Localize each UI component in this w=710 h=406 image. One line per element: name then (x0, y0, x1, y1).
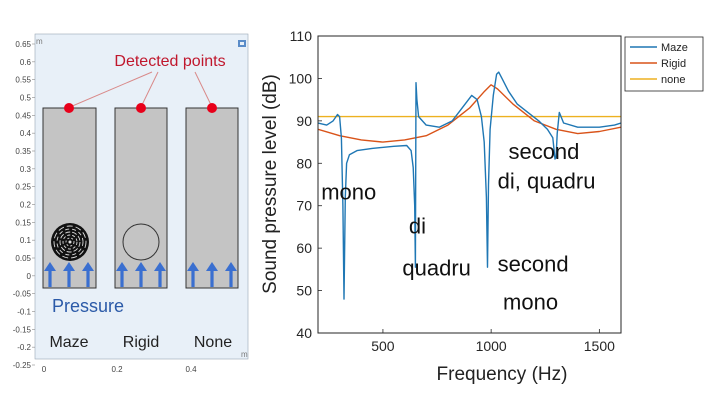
geometry-y-tick: -0.05 (13, 290, 32, 299)
detected-points-label: Detected points (114, 53, 225, 70)
y-tick-label: 50 (296, 283, 312, 299)
plot-frame (317, 35, 622, 334)
series-line-maze (318, 71, 621, 300)
unit-label-top: m (36, 37, 43, 46)
y-tick-label: 60 (296, 240, 312, 256)
maze-tube (42, 107, 97, 289)
y-axis-label: Sound pressure level (dB) (260, 74, 281, 294)
leader-line (140, 71, 159, 108)
arrow-head (206, 262, 218, 271)
arrow-head (82, 262, 94, 271)
case-label-none: None (194, 334, 232, 351)
geometry-y-tick: -0.15 (13, 325, 32, 334)
geometry-y-tick: -0.25 (13, 361, 32, 370)
case-label-maze: Maze (49, 334, 88, 351)
geometry-x-tick: 0.4 (185, 365, 197, 374)
arrow-head (135, 262, 147, 271)
leader-line (194, 71, 213, 108)
geometry-y-tick: 0.1 (20, 236, 32, 245)
chart-ticks: 40 50 60 70 80 90 100 110 500 1000 1500 (289, 28, 615, 354)
legend-label: Maze (661, 42, 688, 54)
geometry-y-tick: 0.5 (20, 94, 32, 103)
x-axis-label: Frequency (Hz) (437, 364, 568, 385)
series-line-rigid (318, 84, 621, 143)
geometry-x-ticks: 0 0.2 0.4 (42, 365, 197, 374)
geometry-y-tick: 0.65 (15, 40, 31, 49)
y-tick-label: 90 (296, 113, 312, 129)
arrow-head (44, 262, 56, 271)
geometry-y-tick: -0.2 (17, 343, 31, 352)
y-tick-label: 110 (290, 28, 313, 44)
case-label-rigid: Rigid (123, 334, 159, 351)
geometry-y-tick: 0.55 (15, 76, 31, 85)
geometry-y-tick: 0.05 (15, 254, 31, 263)
chart-annotations: mono di quadru second mono second di, quadru (321, 139, 595, 315)
y-tick-label: 80 (296, 155, 312, 171)
geometry-y-tick: 0.3 (20, 165, 32, 174)
geometry-x-tick: 0 (42, 365, 47, 374)
legend-box (624, 36, 704, 92)
leader-line (69, 71, 153, 108)
arrow-head (154, 262, 166, 271)
y-tick-label: 70 (296, 198, 312, 214)
pressure-arrows (44, 262, 237, 287)
rigid-tube (114, 107, 168, 289)
arrow-head (116, 262, 128, 271)
geometry-y-tick: 0.35 (15, 147, 31, 156)
series-layer (318, 71, 621, 300)
annotation-label: second (498, 251, 569, 276)
geometry-y-tick: 0.15 (15, 218, 31, 227)
spl-chart: 40 50 60 70 80 90 100 110 500 1000 1500 mono di quad… (260, 28, 704, 385)
none-tube (185, 107, 239, 289)
arrow-head (63, 262, 75, 271)
annotation-label: quadru (402, 256, 471, 281)
annotation-label: di (409, 213, 426, 238)
geometry-y-tick: 0.25 (15, 183, 31, 192)
legend: Maze Rigid none (624, 36, 704, 92)
annotation-label: mono (321, 179, 376, 204)
geometry-panel: m m 0.650.60.550.50.450.40.350.30.250.20… (13, 33, 249, 374)
annotation-label: di, quadru (498, 169, 596, 194)
x-tick-label: 1000 (476, 338, 507, 354)
detection-point (207, 103, 217, 113)
geometry-y-tick: 0 (27, 272, 32, 281)
legend-label: Rigid (661, 58, 686, 70)
maze-metamaterial-icon (51, 223, 89, 261)
annotation-label: second (508, 139, 579, 164)
tube-group (42, 103, 239, 289)
y-tick-label: 100 (289, 70, 313, 86)
x-tick-label: 500 (371, 338, 395, 354)
unit-label-bottom: m (241, 350, 248, 359)
annotation-label: mono (503, 290, 558, 315)
rigid-cylinder (122, 223, 160, 261)
arrow-head (187, 262, 199, 271)
geometry-y-tick: 0.2 (20, 201, 32, 210)
geometry-y-tick: 0.4 (20, 129, 32, 138)
geometry-y-tick: 0.6 (20, 58, 32, 67)
pressure-label: Pressure (52, 296, 124, 316)
detection-point (136, 103, 146, 113)
geometry-y-tick: -0.1 (17, 308, 31, 317)
x-tick-label: 1500 (584, 338, 615, 354)
detection-point (64, 103, 74, 113)
arrow-head (225, 262, 237, 271)
geometry-x-tick: 0.2 (111, 365, 123, 374)
axis-icon (238, 40, 246, 47)
geometry-y-tick: 0.45 (15, 111, 31, 120)
y-tick-label: 40 (296, 325, 312, 341)
geometry-y-ticks: 0.65 0.6 0.55 0.5 0.45 0.4 0.35 0.3 0.25 0.2 0.15 0… (13, 40, 35, 370)
legend-label: none (661, 74, 685, 86)
